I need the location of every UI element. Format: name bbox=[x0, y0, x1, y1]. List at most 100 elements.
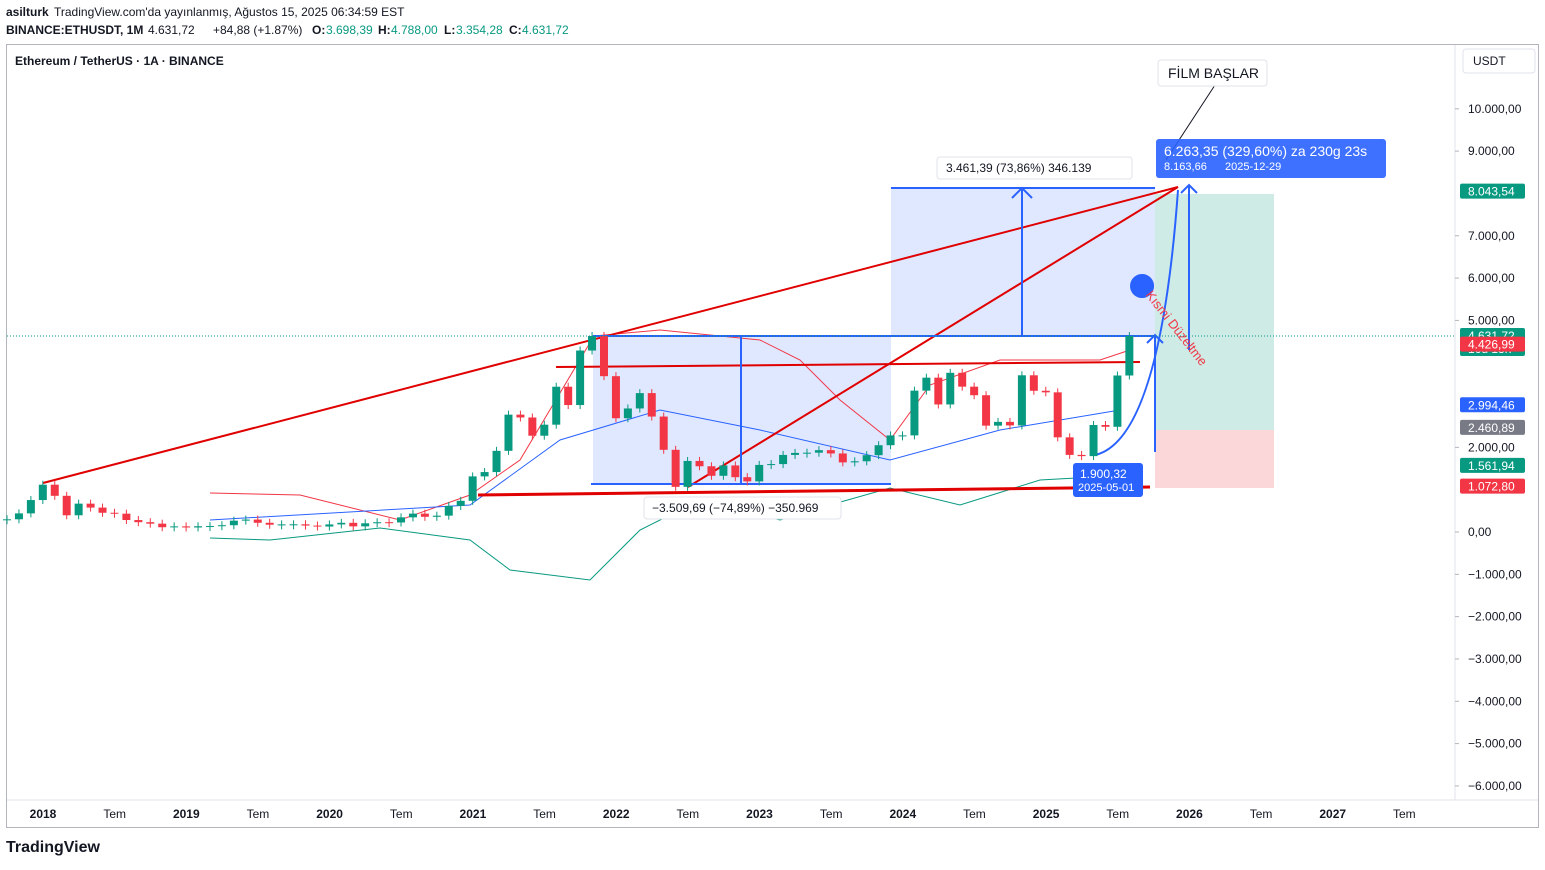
y-tick-label: 10.000,00 bbox=[1468, 102, 1522, 116]
candle bbox=[802, 452, 811, 454]
candle bbox=[62, 495, 71, 516]
candle bbox=[408, 513, 417, 518]
candle bbox=[373, 522, 382, 524]
candle bbox=[707, 466, 716, 476]
price-tag bbox=[1460, 336, 1525, 352]
y-tick-label: −3.000,00 bbox=[1468, 652, 1522, 666]
target-price: 8.163,66 bbox=[1164, 161, 1207, 173]
x-tick-label: Tem bbox=[1250, 807, 1273, 821]
candle bbox=[349, 522, 358, 527]
candle bbox=[420, 513, 429, 517]
candle bbox=[719, 465, 728, 476]
candle bbox=[695, 460, 704, 467]
open: 3.698,39 bbox=[326, 23, 373, 37]
target-box bbox=[1156, 139, 1386, 178]
pin bbox=[1130, 274, 1155, 298]
price-tag-label: 2.994,46 bbox=[1468, 398, 1515, 412]
candle bbox=[301, 524, 310, 526]
candle bbox=[313, 525, 322, 527]
candle bbox=[922, 377, 931, 391]
candle bbox=[146, 522, 155, 524]
bb-lower bbox=[209, 474, 1131, 581]
arrow bbox=[1011, 186, 1033, 336]
candle bbox=[886, 435, 895, 446]
candle bbox=[229, 520, 238, 526]
candle bbox=[1029, 375, 1038, 391]
x-tick-label: Tem bbox=[1106, 807, 1129, 821]
candle bbox=[1101, 425, 1110, 427]
film-box bbox=[1157, 59, 1268, 87]
x-tick-label: Tem bbox=[820, 807, 843, 821]
candle bbox=[325, 524, 334, 527]
y-tick-label: −1.000,00 bbox=[1468, 567, 1522, 581]
range-down: −3.509,69 (−74,89%) −350.969 bbox=[652, 501, 819, 515]
x-tick-label: 2019 bbox=[173, 807, 200, 821]
candle bbox=[1041, 390, 1050, 393]
target-date: 2025-12-29 bbox=[1225, 161, 1281, 173]
candle bbox=[182, 526, 191, 528]
candle bbox=[1065, 437, 1074, 455]
low-price: 1.900,32 bbox=[1080, 467, 1127, 481]
price-tag-label: 8.043,54 bbox=[1468, 185, 1515, 199]
legend: Ethereum / TetherUS · 1A · BINANCE bbox=[15, 54, 224, 68]
candle bbox=[289, 524, 298, 526]
candle bbox=[504, 414, 513, 451]
candle bbox=[277, 524, 286, 526]
x-tick-label: 2022 bbox=[603, 807, 630, 821]
candle bbox=[468, 476, 477, 501]
candle bbox=[1005, 421, 1014, 426]
candle bbox=[98, 507, 107, 513]
symbol: BINANCE:ETHUSDT, 1M bbox=[6, 23, 143, 37]
price-tag bbox=[1460, 397, 1525, 413]
candle bbox=[576, 350, 585, 406]
range-down-box bbox=[643, 496, 842, 520]
candle bbox=[647, 393, 656, 417]
candle bbox=[1017, 375, 1026, 426]
arrow bbox=[1180, 183, 1198, 350]
candle bbox=[814, 450, 823, 453]
x-tick-label: 2024 bbox=[889, 807, 916, 821]
candle bbox=[1077, 454, 1086, 457]
candle bbox=[122, 513, 131, 521]
candle bbox=[600, 336, 608, 377]
o-label: O: bbox=[312, 23, 325, 37]
h-label: H: bbox=[378, 23, 391, 37]
candle bbox=[14, 513, 23, 520]
candle bbox=[623, 408, 632, 419]
bb-upper bbox=[209, 329, 1131, 521]
y-tick-label: −5.000,00 bbox=[1468, 737, 1522, 751]
candle bbox=[958, 372, 967, 387]
target: 6.263,35 (329,60%) za 230g 23s bbox=[1164, 143, 1367, 159]
candle bbox=[635, 393, 644, 409]
candle bbox=[970, 386, 979, 396]
candle bbox=[659, 416, 668, 450]
candle bbox=[337, 522, 346, 525]
candle bbox=[528, 417, 537, 436]
x-tick-label: Tem bbox=[533, 807, 556, 821]
currency-button[interactable] bbox=[1462, 48, 1536, 74]
candle bbox=[361, 523, 370, 527]
candle bbox=[755, 464, 764, 482]
loss-zone bbox=[1155, 430, 1274, 488]
support-line bbox=[477, 485, 1151, 497]
x-tick-label: 2021 bbox=[460, 807, 487, 821]
price-tag bbox=[1460, 419, 1525, 435]
chart-frame bbox=[6, 44, 1539, 828]
x-tick-label: Tem bbox=[677, 807, 700, 821]
candle bbox=[791, 452, 800, 455]
range-up-box bbox=[936, 156, 1133, 180]
x-tick-label: 2027 bbox=[1319, 807, 1346, 821]
candle bbox=[86, 503, 95, 508]
candle bbox=[779, 454, 788, 465]
x-tick-label: Tem bbox=[390, 807, 413, 821]
currency: USDT bbox=[1473, 54, 1506, 68]
candle bbox=[1053, 392, 1062, 438]
curve bbox=[1094, 189, 1179, 456]
price-tag bbox=[1460, 457, 1525, 473]
candle bbox=[110, 512, 119, 514]
candle bbox=[480, 472, 489, 477]
candle bbox=[50, 484, 59, 496]
candle bbox=[385, 522, 394, 524]
